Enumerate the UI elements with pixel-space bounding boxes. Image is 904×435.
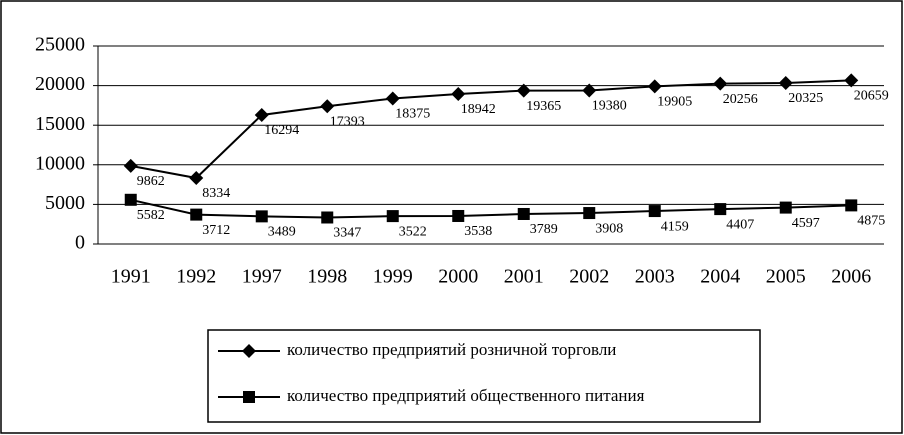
point [189,170,204,185]
x-tick-label: 1992 [176,266,216,288]
data-label: 20256 [723,92,758,107]
point [714,203,727,216]
data-label: 4159 [661,219,689,234]
x-tick-label: 2005 [766,266,806,288]
point [582,83,597,98]
data-label: 19905 [657,95,692,110]
legend-box [207,329,761,423]
data-label: 3538 [464,224,492,239]
data-label: 3347 [333,226,361,241]
y-tick-label: 20000 [35,73,85,95]
data-label: 3712 [202,223,230,238]
y-tick-label: 25000 [35,34,85,56]
data-label: 3908 [595,221,623,236]
legend-label: количество предприятий розничной торговл… [287,340,616,359]
data-label: 19380 [592,99,627,114]
data-label: 3522 [399,224,427,239]
x-tick-label: 2006 [831,266,871,288]
x-tick-label: 1997 [242,266,282,288]
x-tick-label: 1991 [111,266,151,288]
y-tick-label: 0 [75,232,85,254]
data-label: 4875 [857,214,885,229]
x-tick-label: 1998 [307,266,347,288]
x-tick-label: 2002 [569,266,609,288]
point [124,193,137,206]
legend-marker [242,344,256,358]
point [255,210,268,223]
point [647,79,662,94]
y-tick-label: 15000 [35,113,85,135]
point [583,207,596,220]
x-tick-label: 2001 [504,266,544,288]
data-label: 9862 [137,174,165,189]
point [713,76,728,91]
data-label: 20325 [788,91,823,106]
data-label: 18375 [395,107,430,122]
point [778,76,793,91]
data-label: 8334 [202,186,230,201]
x-tick-label: 2003 [635,266,675,288]
point [517,207,530,220]
series-line [130,79,852,180]
point [648,205,661,218]
legend-marker [243,391,255,403]
y-tick-label: 10000 [35,152,85,174]
x-tick-label: 2004 [700,266,740,288]
data-label: 17393 [330,114,365,129]
point [451,86,466,101]
data-label: 16294 [264,123,299,138]
data-label: 3789 [530,222,558,237]
point [123,158,138,173]
legend-label: количество предприятий общественного пит… [287,386,645,405]
x-tick-label: 2000 [438,266,478,288]
point [254,107,269,122]
point [190,208,203,221]
point [321,211,334,224]
data-label: 18942 [461,102,496,117]
data-label: 19365 [526,99,561,114]
data-label: 20659 [854,89,889,104]
point [516,83,531,98]
point [779,201,792,214]
series-line [130,198,852,219]
data-label: 4597 [792,216,820,231]
data-label: 5582 [137,208,165,223]
point [386,210,399,223]
point [844,73,859,88]
y-tick-label: 5000 [45,192,85,214]
x-tick-label: 1999 [373,266,413,288]
point [385,91,400,106]
point [845,199,858,212]
point [452,209,465,222]
point [320,99,335,114]
data-label: 3489 [268,225,296,240]
data-label: 4407 [726,217,754,232]
